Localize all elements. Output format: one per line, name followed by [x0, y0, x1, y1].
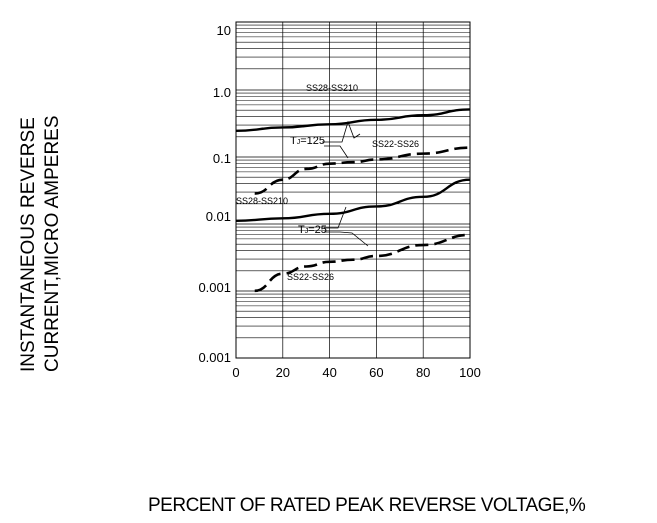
y-tick-label: 10 [217, 23, 231, 38]
annotation-text: =25 [308, 224, 327, 236]
y-tick-label: 1.0 [213, 85, 231, 100]
y-axis-label-line2: CURRENT,MICRO AMPERES [42, 115, 63, 372]
annotation-text: T [298, 224, 305, 236]
annotation-label: TJ=125 [290, 135, 325, 147]
annotation-label: SS22-SS26 [372, 139, 419, 149]
x-tick-label: 20 [276, 365, 290, 380]
y-axis-label-line1: INSTANTANEOUS REVERSE [18, 117, 39, 372]
y-tick-label: 0.01 [206, 209, 231, 224]
annotation-subscript: J [305, 228, 309, 235]
x-tick-label: 60 [369, 365, 383, 380]
annotation-subscript: J [297, 139, 301, 146]
annotation-text: SS28-SS210 [236, 196, 288, 206]
annotation-label: SS22-SS26 [287, 272, 334, 282]
leader-line [322, 120, 361, 143]
x-tick-label: 40 [322, 365, 336, 380]
y-tick-label: 0.001 [198, 350, 231, 365]
annotation-text: SS22-SS26 [372, 139, 419, 149]
annotation-text: SS22-SS26 [287, 272, 334, 282]
annotation-label: SS28-SS210 [306, 83, 358, 93]
annotation-label: SS28-SS210 [236, 196, 288, 206]
x-tick-label: 80 [416, 365, 430, 380]
series-line [235, 108, 471, 133]
annotation-text: SS28-SS210 [306, 83, 358, 93]
series-line [254, 233, 471, 293]
series-group [235, 108, 471, 293]
grid [236, 22, 470, 358]
y-tick-label: 0.1 [213, 151, 231, 166]
leader-line [324, 145, 349, 159]
series-line [235, 178, 471, 223]
x-axis-label-unit: % [569, 495, 586, 516]
series-line [254, 146, 471, 195]
leader-line [324, 206, 347, 229]
annotation-text: T [290, 135, 297, 147]
annotation-label: TJ=25 [298, 224, 327, 236]
x-tick-label: 100 [459, 365, 481, 380]
x-axis-label: PERCENT OF RATED PEAK REVERSE VOLTAGE,% [148, 495, 586, 516]
plot-frame [235, 21, 471, 359]
annotation-text: =125 [300, 135, 325, 147]
leader-line [324, 231, 369, 247]
y-tick-label: 0.001 [198, 280, 231, 295]
x-axis-label-text: PERCENT OF RATED PEAK REVERSE VOLTAGE, [148, 495, 569, 516]
x-tick-label: 0 [232, 365, 239, 380]
